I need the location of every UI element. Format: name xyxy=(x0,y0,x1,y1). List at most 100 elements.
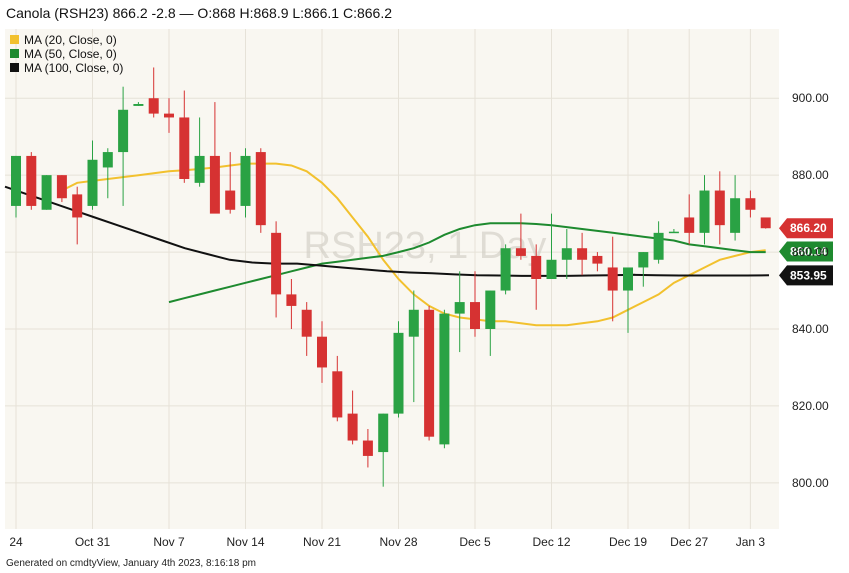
candle xyxy=(271,221,282,318)
y-tick-label: 880.00 xyxy=(792,168,829,182)
candle-body xyxy=(607,267,618,291)
candle-body xyxy=(485,290,496,329)
y-tick-label: 820.00 xyxy=(792,399,829,413)
x-tick-label: Jan 3 xyxy=(736,535,766,549)
chart-title: Canola (RSH23) 866.2 -2.8 — O:868 H:868.… xyxy=(6,5,392,21)
y-tick-label: 800.00 xyxy=(792,476,829,490)
candle xyxy=(393,321,404,418)
candle xyxy=(179,90,190,183)
price-tag-shape xyxy=(779,265,833,286)
candle-body xyxy=(271,232,282,295)
candle-body xyxy=(699,190,710,233)
candle-body xyxy=(638,252,649,268)
candle xyxy=(607,236,618,322)
candle-body xyxy=(745,198,756,210)
candle-body xyxy=(393,332,404,414)
candle xyxy=(668,229,679,234)
candle xyxy=(362,429,373,468)
candle-body xyxy=(470,302,480,329)
y-tick-label: 900.00 xyxy=(792,91,829,105)
x-tick-label: Oct 31 xyxy=(75,535,111,549)
candle-body xyxy=(41,175,52,210)
candle-body xyxy=(714,190,725,226)
price-tag-shape xyxy=(779,241,833,262)
candle-body xyxy=(592,255,603,264)
candle xyxy=(87,140,98,210)
candle xyxy=(408,290,419,403)
candle-body xyxy=(623,267,633,291)
candle xyxy=(72,186,83,245)
price-tag-shape xyxy=(779,218,833,239)
candle xyxy=(332,355,343,422)
candle xyxy=(317,321,327,383)
candle-body xyxy=(317,336,327,368)
candle-body xyxy=(240,155,251,206)
candle xyxy=(760,217,771,229)
candle-body xyxy=(194,155,205,183)
footer-text: Generated on cmdtyView, January 4th 2023… xyxy=(6,558,256,569)
candle xyxy=(500,244,511,295)
price-tag-label: 853.95 xyxy=(790,268,827,282)
candle xyxy=(148,67,159,118)
candle-body xyxy=(102,152,113,168)
candle-body xyxy=(164,113,174,118)
candle xyxy=(133,102,144,106)
candle xyxy=(684,194,695,245)
candle-body xyxy=(684,217,695,233)
candle-body xyxy=(378,413,389,453)
ma-line-2 xyxy=(168,222,766,304)
candle-body xyxy=(26,155,37,206)
candle xyxy=(118,86,129,206)
price-tag: 853.95 xyxy=(779,265,833,286)
x-tick-label: Dec 27 xyxy=(670,535,708,549)
candle xyxy=(194,117,205,187)
candle xyxy=(699,175,710,245)
candle-body xyxy=(454,302,465,314)
candle xyxy=(592,252,603,272)
y-axis-ticks: 800.00 820.00 840.00 860.00 880.00 900.00 xyxy=(792,91,829,490)
candle-body xyxy=(56,175,67,199)
candle xyxy=(470,271,480,337)
candle-body xyxy=(301,309,312,337)
candle xyxy=(301,302,312,356)
price-tag: 860.14 xyxy=(779,241,833,262)
candle xyxy=(164,98,174,133)
price-tag: 866.20 xyxy=(779,218,833,239)
candle-body xyxy=(561,248,572,260)
candle-body xyxy=(148,98,159,114)
candle-body xyxy=(653,232,664,260)
x-axis-ticks: 24 Oct 31 Nov 7 Nov 14 Nov 21 Nov 28 Dec 5 Dec … xyxy=(9,535,765,549)
candle xyxy=(424,305,435,441)
candle-body xyxy=(209,155,220,214)
candle xyxy=(286,279,297,329)
y-tick-label: 840.00 xyxy=(792,322,829,336)
candle xyxy=(638,252,649,287)
candle xyxy=(56,175,67,203)
candle xyxy=(546,213,557,279)
legend-swatch-ma50 xyxy=(10,49,19,58)
candle xyxy=(485,290,496,356)
candle xyxy=(714,171,725,245)
candle xyxy=(41,175,52,210)
candle xyxy=(102,148,113,199)
candle-body xyxy=(531,255,542,279)
candle xyxy=(730,175,741,241)
candle xyxy=(745,190,756,218)
legend-label-ma50[interactable]: MA (50, Close, 0) xyxy=(24,47,117,61)
candle xyxy=(454,271,465,353)
candle xyxy=(577,232,588,276)
legend-label-ma100[interactable]: MA (100, Close, 0) xyxy=(24,61,123,75)
candle-body xyxy=(439,313,450,445)
candle-body xyxy=(668,231,679,234)
legend-label-ma20[interactable]: MA (20, Close, 0) xyxy=(24,33,117,47)
candle-body xyxy=(332,371,343,418)
candle-body xyxy=(133,104,144,106)
candle xyxy=(347,390,358,445)
plot-area xyxy=(5,29,779,529)
legend-swatch-ma100 xyxy=(10,63,19,72)
candle xyxy=(11,155,21,218)
candle xyxy=(255,148,266,233)
x-tick-label: Nov 14 xyxy=(226,535,264,549)
